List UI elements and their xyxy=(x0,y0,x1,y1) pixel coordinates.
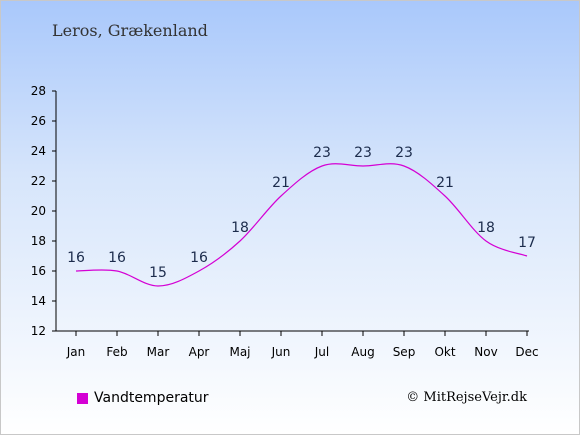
legend: Vandtemperatur xyxy=(77,390,209,406)
x-tick-label: Feb xyxy=(106,345,127,359)
legend-swatch xyxy=(77,392,88,404)
data-label: 16 xyxy=(108,250,126,266)
x-tick-label: Dec xyxy=(515,345,538,359)
data-label: 17 xyxy=(518,235,536,251)
data-label: 16 xyxy=(67,250,85,266)
chart-subtitle: Leros, Grækenland xyxy=(52,21,208,40)
y-tick-label: 14 xyxy=(31,294,46,308)
x-tick-label: Mar xyxy=(147,345,170,359)
x-tick-label: Jun xyxy=(271,345,291,359)
x-tick-label: Nov xyxy=(474,345,497,359)
series-line xyxy=(75,163,528,287)
y-tick-label: 26 xyxy=(31,114,46,128)
data-label: 23 xyxy=(395,145,413,161)
data-label: 23 xyxy=(354,145,372,161)
x-tick-label: Aug xyxy=(351,345,374,359)
x-tick-label: Jul xyxy=(314,345,329,359)
y-tick-label: 22 xyxy=(31,174,46,188)
credit-text: © MitRejseVejr.dk xyxy=(406,390,527,405)
x-tick-label: Sep xyxy=(393,345,416,359)
y-tick-label: 24 xyxy=(31,144,46,158)
x-tick-label: Apr xyxy=(189,345,210,359)
y-tick-label: 20 xyxy=(31,204,46,218)
y-tick-label: 12 xyxy=(31,324,46,338)
data-label: 16 xyxy=(190,250,208,266)
x-tick-label: Maj xyxy=(229,345,250,359)
legend-label: Vandtemperatur xyxy=(94,390,209,406)
y-tick-label: 16 xyxy=(31,264,46,278)
y-tick-label: 18 xyxy=(31,234,46,248)
x-tick-label: Okt xyxy=(434,345,455,359)
data-label: 18 xyxy=(231,220,249,236)
data-label: 21 xyxy=(272,175,290,191)
data-label: 15 xyxy=(149,265,167,281)
y-tick-label: 28 xyxy=(31,84,46,98)
data-label: 18 xyxy=(477,220,495,236)
data-label: 21 xyxy=(436,175,454,191)
data-label: 23 xyxy=(313,145,331,161)
x-tick-label: Jan xyxy=(66,345,86,359)
